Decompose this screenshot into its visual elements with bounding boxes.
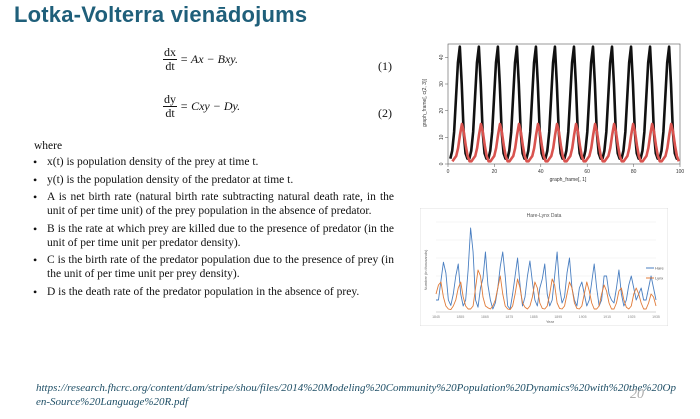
x-tick-label: 1905 [579, 315, 587, 319]
list-item: x(t) is population density of the prey a… [33, 155, 394, 169]
variable-definitions-list: x(t) is population density of the prey a… [33, 155, 394, 303]
x-tick-label: 100 [676, 169, 685, 175]
plot-frame [447, 43, 681, 165]
equation-1: dx dt = Ax − Bxy. [163, 46, 238, 73]
page-number: 20 [630, 387, 644, 402]
fraction-denominator: dt [165, 59, 175, 73]
fraction-numerator: dx [163, 45, 177, 60]
equation-number-1: (1) [378, 59, 392, 73]
x-tick-label: 1845 [432, 315, 440, 319]
y-tick-label: 10 [439, 134, 445, 140]
chart-series [449, 45, 681, 163]
equation-2: dy dt = Cxy − Dy. [163, 93, 240, 120]
y-axis-label: graph_frame[, c(2, 3)] [422, 78, 428, 127]
x-tick-label: 1915 [603, 315, 611, 319]
equation-rhs: = Cxy − Dy. [180, 99, 241, 113]
fraction-dx-dt: dx dt [163, 46, 177, 73]
list-item: C is the birth rate of the predator popu… [33, 253, 394, 281]
lynx-series-line [435, 269, 657, 311]
x-tick-label: 80 [631, 169, 637, 175]
hare-series-line [436, 227, 657, 310]
source-url[interactable]: https://research.fhcrc.org/content/dam/s… [36, 382, 676, 408]
x-tick-label: 1895 [554, 315, 562, 319]
hare-lynx-chart: Hare-Lynx Data 1845 1855 1865 1875 1885 1895 1… [420, 208, 668, 326]
y-axis-label: Number (in thousands) [423, 249, 428, 290]
equation-rhs: = Ax − Bxy. [180, 52, 238, 66]
x-tick-label: 1885 [530, 315, 538, 319]
legend-label: Hare [655, 266, 664, 271]
list-item: D is the death rate of the predator popu… [33, 285, 394, 299]
list-item: A is net birth rate (natural birth rate … [33, 190, 394, 218]
equation-number-2: (2) [378, 106, 392, 120]
x-axis-label: Year [546, 319, 555, 324]
where-label: where [34, 140, 63, 152]
fraction-dy-dt: dy dt [163, 93, 177, 120]
x-tick-label: 1925 [628, 315, 636, 319]
fraction-denominator: dt [165, 106, 175, 120]
y-tick-label: 30 [439, 81, 445, 87]
predator-series-line [451, 122, 681, 163]
x-tick-label: 20 [492, 169, 498, 175]
x-tick-label: 1935 [652, 315, 660, 319]
chart-series [435, 227, 657, 311]
legend-label: Lynx [655, 276, 663, 281]
x-tick-label: 1855 [457, 315, 465, 319]
list-item: y(t) is the population density of the pr… [33, 173, 394, 187]
slide-title: Lotka-Volterra vienādojums [14, 2, 308, 27]
x-tick-label: 60 [584, 169, 590, 175]
x-tick-label: 1865 [481, 315, 489, 319]
chart-title: Hare-Lynx Data [527, 213, 562, 219]
x-axis-label: graph_frame[, 1] [550, 177, 587, 183]
list-item: B is the rate at which prey are killed d… [33, 222, 394, 250]
y-tick-label: 20 [439, 108, 445, 114]
x-tick-label: 0 [447, 169, 450, 175]
x-tick-label: 40 [538, 169, 544, 175]
y-tick-label: 0 [439, 162, 445, 165]
chart-axes: 0 20 40 60 80 100 0 10 20 30 40 [439, 43, 685, 175]
chart-legend: Hare Lynx [646, 266, 664, 281]
lotka-volterra-simulation-chart: 0 20 40 60 80 100 0 10 20 30 40 graph_frame[, 1] g… [418, 38, 688, 183]
x-tick-label: 1875 [505, 315, 513, 319]
fraction-numerator: dy [163, 92, 177, 107]
y-tick-label: 40 [439, 54, 445, 60]
